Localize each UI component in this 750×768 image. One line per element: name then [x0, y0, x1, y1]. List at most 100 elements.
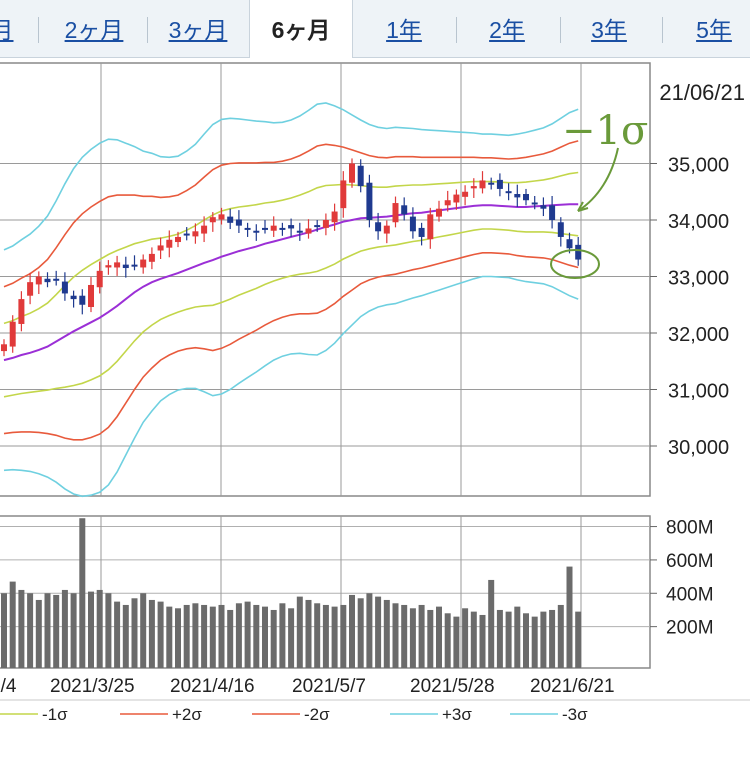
candle-body: [79, 295, 86, 305]
volume-bar: [305, 599, 312, 668]
candle-body: [436, 208, 442, 217]
candle-body: [122, 264, 129, 269]
price-tick-label: 32,000: [668, 324, 729, 346]
tab-1-month[interactable]: 月: [0, 17, 14, 43]
candle-body: [296, 230, 303, 233]
volume-bar: [314, 603, 321, 668]
volume-bar: [140, 593, 147, 668]
volume-bar: [575, 611, 582, 668]
minus-3-sigma-line: [3, 275, 579, 498]
volume-tick-label: 800M: [666, 518, 714, 539]
annotation-arrow: [577, 147, 619, 212]
candle-body: [357, 165, 364, 187]
candle-body: [549, 205, 556, 220]
date-tick-label: 2021/5/7: [292, 676, 366, 697]
candle-body: [218, 214, 225, 220]
candle-body: [105, 265, 112, 268]
tab-2-months[interactable]: 2ヶ月: [64, 17, 124, 43]
candle-body: [340, 180, 347, 209]
volume-bar: [79, 518, 86, 668]
legend-label: -2σ: [304, 705, 330, 724]
candle-body: [418, 227, 425, 237]
candle-body: [349, 163, 355, 183]
candle-body: [557, 222, 564, 237]
candle-body: [235, 219, 242, 226]
candle-body: [514, 194, 521, 198]
volume-bar: [18, 589, 25, 668]
volume-bar: [209, 606, 216, 668]
legend-label: -3σ: [562, 705, 588, 724]
volume-bar: [453, 616, 460, 668]
volume-bar: [218, 604, 225, 668]
volume-bars: [1, 518, 582, 668]
tab-3-months[interactable]: 3ヶ月: [168, 17, 228, 43]
candle-body: [35, 276, 42, 285]
candle-body: [70, 295, 77, 300]
volume-bar: [523, 613, 529, 668]
candle-body: [366, 182, 373, 220]
candle-body: [183, 233, 190, 236]
legend-label: +3σ: [442, 705, 472, 724]
volume-bar: [436, 606, 442, 668]
candle-body: [244, 227, 251, 230]
plus-2-sigma-line: [3, 140, 579, 288]
tab-3-years[interactable]: 3年: [591, 17, 627, 43]
candle-body: [305, 228, 312, 234]
candle-body: [157, 245, 164, 251]
legend-label: +2σ: [172, 705, 202, 724]
date-stamp: 21/06/21: [659, 80, 745, 105]
volume-bar: [288, 608, 295, 668]
volume-axis: 200M 400M 600M 800M: [650, 518, 714, 639]
price-tick-label: 33,000: [668, 268, 729, 290]
candle-body: [575, 244, 582, 260]
tab-2-years[interactable]: 2年: [489, 17, 525, 43]
candle-body: [96, 270, 103, 288]
volume-bar: [514, 606, 521, 668]
volume-bar: [331, 606, 338, 668]
candle-body: [392, 203, 399, 223]
tab-5-years[interactable]: 5年: [696, 17, 732, 43]
candle-body: [114, 262, 121, 268]
volume-bar: [375, 596, 382, 668]
volume-bar: [549, 609, 556, 668]
candle-body: [53, 278, 60, 281]
date-tick-label: 2021/3/25: [50, 676, 135, 697]
volume-bar: [496, 609, 503, 668]
candle-body: [288, 225, 295, 229]
volume-bar: [279, 603, 286, 668]
volume-bar: [479, 614, 486, 668]
tab-6-months[interactable]: 6ヶ月: [249, 0, 353, 58]
volume-tick-label: 200M: [666, 618, 714, 639]
volume-bar: [148, 599, 155, 668]
volume-bar: [401, 604, 408, 668]
candle-body: [9, 321, 16, 347]
volume-bar: [418, 604, 425, 668]
candle-body: [444, 200, 451, 206]
price-tick-label: 35,000: [668, 155, 729, 177]
candle-body: [253, 230, 260, 233]
candle-body: [331, 211, 338, 223]
tab-divider: [147, 17, 148, 43]
candle-body: [131, 264, 138, 267]
price-tick-label: 31,000: [668, 381, 729, 403]
volume-bar: [296, 596, 303, 668]
candle-body: [1, 344, 7, 352]
volume-bar: [557, 604, 564, 668]
volume-bar: [531, 616, 538, 668]
volume-bar: [235, 603, 242, 668]
volume-bar: [192, 603, 199, 668]
candle-body: [279, 227, 286, 230]
volume-bar: [1, 593, 7, 668]
annotation-label: −1σ: [562, 108, 648, 154]
volume-bar: [105, 593, 112, 668]
volume-bar: [157, 601, 164, 668]
tab-divider: [560, 17, 561, 43]
date-tick-label: 2021/4/16: [170, 676, 255, 697]
volume-bar: [53, 594, 60, 668]
candle-body: [175, 236, 181, 243]
volume-bar: [349, 594, 355, 668]
candle-body: [18, 299, 25, 324]
sigma-annotation: −1σ: [550, 108, 648, 279]
tab-1-year[interactable]: 1年: [386, 17, 422, 43]
candle-body: [314, 225, 321, 228]
